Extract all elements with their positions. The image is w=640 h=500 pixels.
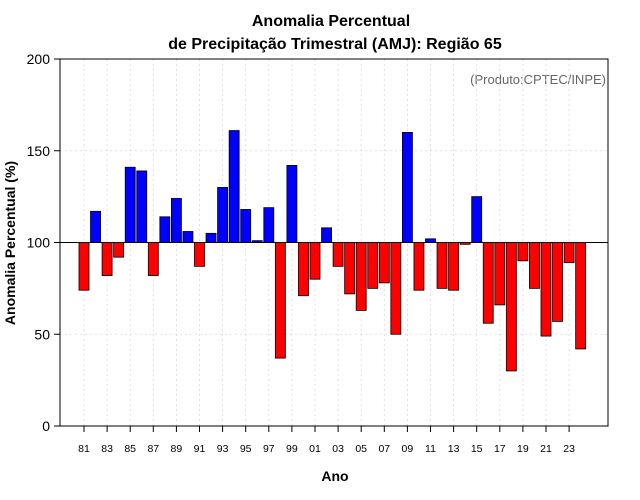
x-tick-label: 93 bbox=[217, 443, 229, 455]
x-tick-label: 17 bbox=[494, 443, 506, 455]
bar-88 bbox=[159, 216, 171, 243]
y-tick-label: 150 bbox=[27, 143, 51, 159]
bars bbox=[78, 130, 587, 372]
bar-93 bbox=[217, 187, 229, 243]
x-tick-label: 09 bbox=[402, 443, 414, 455]
x-tick-label: 87 bbox=[147, 443, 159, 455]
x-tick-label: 13 bbox=[448, 443, 460, 455]
x-tick-label: 85 bbox=[124, 443, 136, 455]
bar-87 bbox=[147, 242, 159, 276]
x-tick-label: 11 bbox=[425, 443, 436, 455]
x-tick-label: 81 bbox=[78, 443, 90, 455]
axes: 0 50 100 150 200 81 83 85 87 89 91 93 95 97 99 01 03 05 07… bbox=[27, 51, 609, 455]
bar-00 bbox=[298, 242, 309, 297]
bar-09 bbox=[401, 131, 413, 243]
bar-17 bbox=[494, 242, 506, 306]
bar-18 bbox=[505, 242, 517, 372]
bar-91 bbox=[194, 242, 205, 267]
bar-89 bbox=[170, 198, 182, 243]
bar-86 bbox=[136, 170, 148, 243]
y-tick-label: 0 bbox=[42, 418, 50, 434]
bar-12 bbox=[436, 242, 448, 289]
bar-90 bbox=[182, 231, 194, 243]
x-tick-label: 97 bbox=[263, 443, 275, 455]
bar-05 bbox=[355, 242, 367, 311]
bar-24 bbox=[575, 242, 587, 350]
chart-title-line1: Anomalia Percentual bbox=[252, 13, 410, 30]
bar-08 bbox=[390, 242, 402, 335]
bar-92 bbox=[205, 232, 217, 243]
bar-07 bbox=[378, 242, 390, 284]
bar-04 bbox=[344, 242, 356, 295]
bar-15 bbox=[471, 196, 483, 243]
x-tick-label: 89 bbox=[171, 443, 183, 455]
bar-98 bbox=[274, 242, 286, 359]
x-tick-label: 23 bbox=[563, 443, 575, 455]
bar-83 bbox=[101, 242, 113, 276]
x-tick-label: 03 bbox=[332, 443, 344, 455]
y-tick-label: 100 bbox=[27, 235, 51, 251]
grid bbox=[60, 59, 608, 426]
bar-21 bbox=[540, 242, 552, 337]
bar-22 bbox=[552, 242, 563, 322]
bar-10 bbox=[413, 242, 425, 291]
bar-06 bbox=[367, 242, 379, 289]
bar-84 bbox=[113, 242, 125, 258]
credit-label: (Produto:CPTEC/INPE) bbox=[470, 72, 606, 87]
bar-11 bbox=[425, 238, 436, 243]
x-tick-label: 21 bbox=[540, 443, 552, 455]
y-axis-label: Anomalia Percentual (%) bbox=[2, 161, 18, 325]
bar-03 bbox=[332, 242, 344, 267]
bar-19 bbox=[517, 242, 529, 262]
x-tick-label: 01 bbox=[309, 443, 321, 455]
bar-16 bbox=[482, 242, 494, 324]
chart-title-line2: de Precipitação Trimestral (AMJ): Região… bbox=[168, 36, 502, 53]
bar-01 bbox=[309, 242, 321, 280]
x-tick-label: 19 bbox=[517, 443, 529, 455]
y-tick-label: 200 bbox=[27, 51, 51, 67]
x-tick-label: 83 bbox=[101, 443, 113, 455]
bar-81 bbox=[78, 242, 90, 291]
bar-23 bbox=[563, 242, 575, 264]
x-tick-label: 15 bbox=[471, 443, 483, 455]
x-tick-label: 05 bbox=[355, 443, 367, 455]
x-tick-label: 99 bbox=[286, 443, 298, 455]
bar-85 bbox=[124, 166, 136, 243]
x-tick-label: 07 bbox=[378, 443, 390, 455]
x-tick-label: 91 bbox=[194, 443, 206, 455]
x-axis-label: Ano bbox=[321, 468, 348, 484]
y-tick-label: 50 bbox=[34, 326, 50, 342]
bar-82 bbox=[90, 210, 101, 243]
bar-02 bbox=[321, 227, 332, 243]
bar-95 bbox=[240, 209, 252, 243]
bar-99 bbox=[286, 165, 298, 243]
bar-97 bbox=[263, 207, 275, 243]
bar-13 bbox=[448, 242, 460, 291]
x-tick-label: 95 bbox=[240, 443, 252, 455]
bar-94 bbox=[228, 130, 240, 243]
bar-20 bbox=[529, 242, 540, 289]
